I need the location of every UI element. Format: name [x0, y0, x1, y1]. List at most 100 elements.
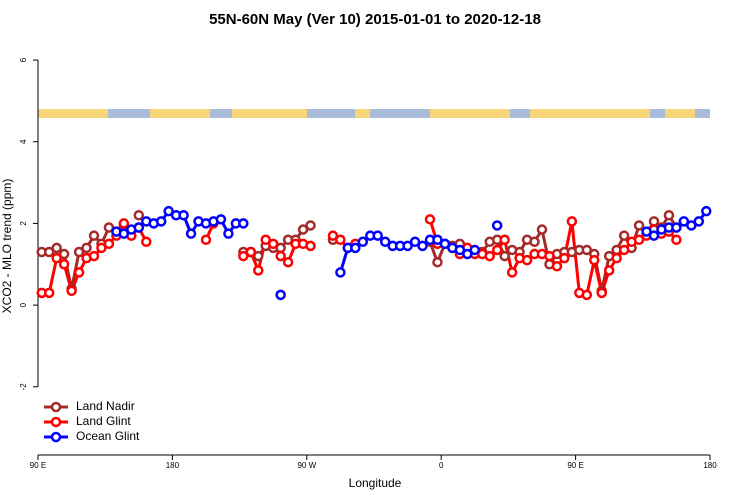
x-tick-label: 90 E — [567, 461, 583, 470]
data-point — [663, 210, 675, 221]
data-point — [379, 236, 391, 248]
data-point — [641, 226, 652, 237]
data-point — [611, 252, 622, 264]
data-point — [521, 254, 533, 266]
data-point — [260, 234, 271, 246]
data-point — [275, 289, 286, 301]
data-point — [417, 240, 428, 252]
data-point — [678, 216, 690, 227]
data-point — [223, 228, 234, 239]
data-point — [200, 234, 212, 246]
data-point — [327, 230, 339, 241]
x-tick-label: 90 W — [297, 461, 316, 470]
data-point — [566, 216, 578, 227]
data-point — [491, 220, 503, 231]
y-tick-label: -2 — [19, 383, 28, 391]
x-tick-label: 90 E — [30, 461, 46, 470]
data-point — [178, 210, 189, 221]
data-point — [462, 248, 473, 260]
data-point — [686, 220, 697, 231]
map-ocean — [38, 109, 710, 118]
data-point — [215, 214, 227, 225]
data-point — [335, 234, 346, 246]
map-land — [150, 109, 210, 118]
y-tick-label: 4 — [19, 139, 28, 144]
data-point — [589, 254, 600, 266]
data-point — [185, 228, 197, 239]
data-point — [633, 220, 645, 231]
data-point — [282, 256, 294, 268]
data-point — [544, 250, 555, 262]
data-point — [253, 250, 264, 262]
data-point — [118, 228, 130, 239]
map-land — [430, 109, 510, 118]
data-point — [529, 236, 540, 248]
y-tick-label: 6 — [19, 57, 28, 62]
legend-label: Ocean Glint — [76, 429, 140, 443]
data-point — [51, 252, 62, 264]
data-point — [43, 246, 55, 258]
data-point — [648, 216, 660, 227]
data-point — [499, 234, 510, 246]
data-point — [155, 216, 167, 227]
legend-marker — [50, 431, 62, 443]
data-point — [267, 238, 279, 250]
data-point — [596, 287, 607, 299]
data-point — [96, 242, 107, 254]
data-point — [88, 250, 100, 262]
data-point — [581, 289, 593, 301]
data-point — [238, 250, 249, 262]
data-point — [103, 238, 115, 250]
data-point — [671, 234, 682, 246]
data-point — [432, 256, 443, 268]
data-point — [335, 267, 346, 278]
data-point — [305, 240, 316, 252]
data-point — [648, 230, 660, 241]
data-point — [559, 252, 570, 264]
data-point — [163, 205, 174, 217]
x-axis-label: Longitude — [349, 476, 402, 490]
data-point — [551, 261, 563, 272]
data-point — [506, 267, 518, 278]
legend-marker — [50, 401, 62, 413]
data-point — [484, 250, 495, 262]
data-point — [409, 236, 421, 248]
x-tick-label: 0 — [439, 461, 444, 470]
data-point — [297, 224, 309, 235]
x-tick-label: 180 — [166, 461, 180, 470]
y-tick-label: 0 — [19, 302, 28, 307]
data-point — [73, 246, 85, 258]
x-tick-label: 180 — [703, 461, 717, 470]
data-point — [402, 240, 413, 252]
data-point — [439, 238, 451, 250]
data-point — [618, 244, 630, 256]
data-point — [66, 285, 77, 297]
data-point — [357, 236, 369, 248]
data-point — [43, 287, 55, 299]
data-point — [469, 244, 481, 256]
legend-label: Land Glint — [76, 414, 131, 428]
data-point — [701, 205, 712, 217]
data-point — [372, 230, 383, 241]
data-point — [536, 224, 548, 235]
data-point — [275, 250, 286, 262]
legend-label: Land Nadir — [76, 399, 135, 413]
y-axis-label: XCO2 - MLO trend (ppm) — [0, 179, 14, 314]
map-land — [38, 109, 108, 118]
data-point — [693, 216, 705, 227]
data-point — [671, 222, 682, 233]
data-point — [350, 242, 361, 254]
data-point — [118, 218, 130, 229]
map-land — [530, 109, 650, 118]
data-point — [238, 218, 249, 229]
data-point — [618, 230, 630, 241]
data-point — [581, 244, 593, 256]
data-point — [603, 265, 615, 276]
data-point — [81, 242, 92, 254]
data-point — [305, 220, 316, 231]
data-point — [141, 236, 152, 248]
data-point — [88, 230, 100, 241]
legend-marker — [50, 416, 62, 428]
